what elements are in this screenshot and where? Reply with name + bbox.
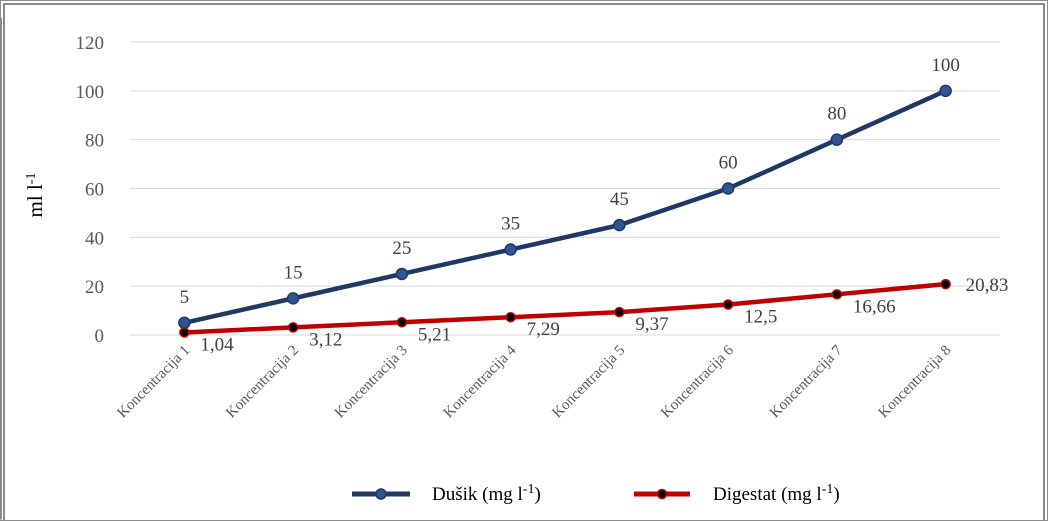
data-label: 20,83 [966,275,1009,296]
chart-inner-frame [3,3,1045,520]
x-tick-label: Koncentracija 8 [876,343,955,422]
data-label: 100 [931,55,960,76]
data-label: 5,21 [418,324,451,345]
series-1-point [614,306,625,318]
data-label: 5 [180,287,190,308]
data-labels: 5 15 25 35 45 60 80 100 1,04 3,12 5,21 7,29 9,37 12,5… [180,55,1009,356]
legend-label-digestat: Digestat (mg l-1) [713,482,840,505]
y-tick-label: 80 [85,131,104,152]
series-1-point [505,311,516,323]
series-1-point [396,317,408,328]
series-group [178,84,952,338]
legend-marker-digestat [656,488,668,500]
y-tick-label: 0 [95,326,105,347]
frame-left-edge [1,18,2,519]
series-line-0 [183,88,947,325]
data-label: 12,5 [744,306,777,327]
y-tick-label: 40 [85,228,104,249]
series-0-point [504,243,517,256]
series-0-point [721,182,735,195]
x-tick-label: Koncentracija 7 [767,342,846,421]
data-label: 3,12 [309,329,342,350]
legend: Dušik (mg l-1) Digestat (mg l-1) [352,482,840,505]
series-0-point [830,133,844,146]
y-axis-label-sup: -1 [24,173,39,185]
y-tick-label: 120 [76,33,105,54]
x-tick-label: Koncentracija 1 [114,343,193,422]
series-1-point [831,289,843,300]
x-tick-label: Koncentracija 6 [658,342,737,421]
series-line-1 [184,281,946,335]
data-label: 16,66 [853,296,896,317]
series-0-point [395,267,409,281]
series-0-point [613,218,626,232]
y-tick-label: 20 [85,277,104,298]
data-label: 25 [392,238,411,259]
series-0-point [178,316,191,330]
series-0-point [939,84,952,98]
data-label: 45 [610,189,629,210]
y-axis-label-text: ml l [23,184,47,217]
legend-label-dusik: Dušik (mg l-1) [432,482,541,505]
series-1-point [940,278,951,290]
series-1-point [722,299,734,310]
legend-marker-dusik [375,488,387,500]
x-tick-label: Koncentracija 4 [441,342,520,421]
series-1-point [287,322,299,333]
data-label: 35 [501,214,520,235]
x-tick-label: Koncentracija 5 [549,343,628,422]
x-axis: Koncentracija 1 Koncentracija 2 Koncentrac… [114,342,954,421]
data-label: 60 [719,153,738,174]
series-1-point [179,327,190,338]
data-label: 9,37 [635,314,668,335]
x-tick-label: Koncentracija 2 [223,343,302,422]
data-label: 1,04 [200,334,234,355]
data-label: 15 [284,262,303,283]
y-tick-label: 60 [85,180,104,201]
y-axis: 0 20 40 60 80 100 120 [76,33,105,347]
data-label: 80 [827,104,846,125]
y-tick-label: 100 [76,82,105,103]
x-tick-label: Koncentracija 3 [332,343,411,422]
data-label: 7,29 [527,319,560,340]
series-0-point [286,292,300,305]
y-axis-label: ml l-1 [23,173,47,218]
